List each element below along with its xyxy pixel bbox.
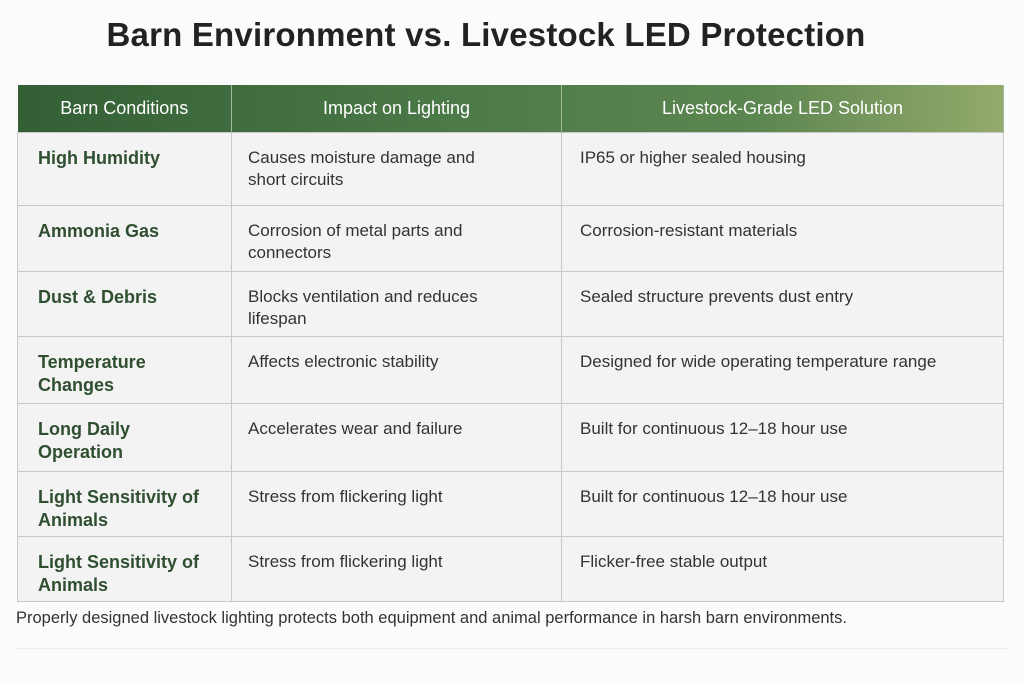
impact-text: Causes moisture damage and short circuit… (248, 148, 475, 189)
impact-cell: Affects electronic stability (231, 336, 562, 404)
table-row: Long Daily Operation Accelerates wear an… (17, 403, 1004, 472)
condition-text: Light Sensitivity of Animals (38, 552, 200, 595)
impact-cell: Stress from flickering light (231, 471, 562, 537)
impact-cell: Corrosion of metal parts and connectors (231, 205, 562, 272)
solution-cell: Built for continuous 12–18 hour use (561, 471, 1004, 537)
table-header: Barn Conditions Impact on Lighting Lives… (17, 85, 1004, 133)
condition-cell: Ammonia Gas (17, 205, 232, 272)
condition-cell: Dust & Debris (17, 271, 232, 337)
table-row: Light Sensitivity of Animals Stress from… (17, 536, 1004, 602)
solution-cell: Built for continuous 12–18 hour use (561, 403, 1004, 472)
footnote: Properly designed livestock lighting pro… (16, 609, 847, 627)
impact-cell: Causes moisture damage and short circuit… (231, 132, 562, 206)
solution-cell: Flicker-free stable output (561, 536, 1004, 602)
comparison-table: Barn Conditions Impact on Lighting Lives… (17, 85, 1004, 602)
condition-cell: Light Sensitivity of Animals (17, 471, 232, 537)
condition-text: Light Sensitivity of Animals (38, 487, 200, 530)
table-row: Dust & Debris Blocks ventilation and red… (17, 271, 1004, 337)
divider (16, 648, 1008, 649)
solution-cell: IP65 or higher sealed housing (561, 132, 1004, 206)
condition-cell: Light Sensitivity of Animals (17, 536, 232, 602)
condition-text: Temperature Changes (38, 352, 146, 395)
header-barn-conditions: Barn Conditions (17, 85, 232, 133)
impact-cell: Accelerates wear and failure (231, 403, 562, 472)
impact-cell: Stress from flickering light (231, 536, 562, 602)
page-title: Barn Environment vs. Livestock LED Prote… (106, 16, 866, 53)
condition-cell: Long Daily Operation (17, 403, 232, 472)
table-row: Ammonia Gas Corrosion of metal parts and… (17, 205, 1004, 272)
impact-text: Blocks ventilation and reduces lifespan (248, 287, 478, 328)
solution-cell: Corrosion-resistant materials (561, 205, 1004, 272)
impact-text: Corrosion of metal parts and connectors (248, 221, 463, 262)
condition-cell: Temperature Changes (17, 336, 232, 404)
solution-cell: Designed for wide operating temperature … (561, 336, 1004, 404)
header-led-solution: Livestock-Grade LED Solution (561, 85, 1004, 133)
condition-cell: High Humidity (17, 132, 232, 206)
table-row: Temperature Changes Affects electronic s… (17, 336, 1004, 404)
impact-cell: Blocks ventilation and reduces lifespan (231, 271, 562, 337)
table-row: High Humidity Causes moisture damage and… (17, 132, 1004, 206)
condition-text: Long Daily Operation (38, 419, 131, 462)
table-row: Light Sensitivity of Animals Stress from… (17, 471, 1004, 537)
header-impact-on-lighting: Impact on Lighting (231, 85, 562, 133)
solution-cell: Sealed structure prevents dust entry (561, 271, 1004, 337)
